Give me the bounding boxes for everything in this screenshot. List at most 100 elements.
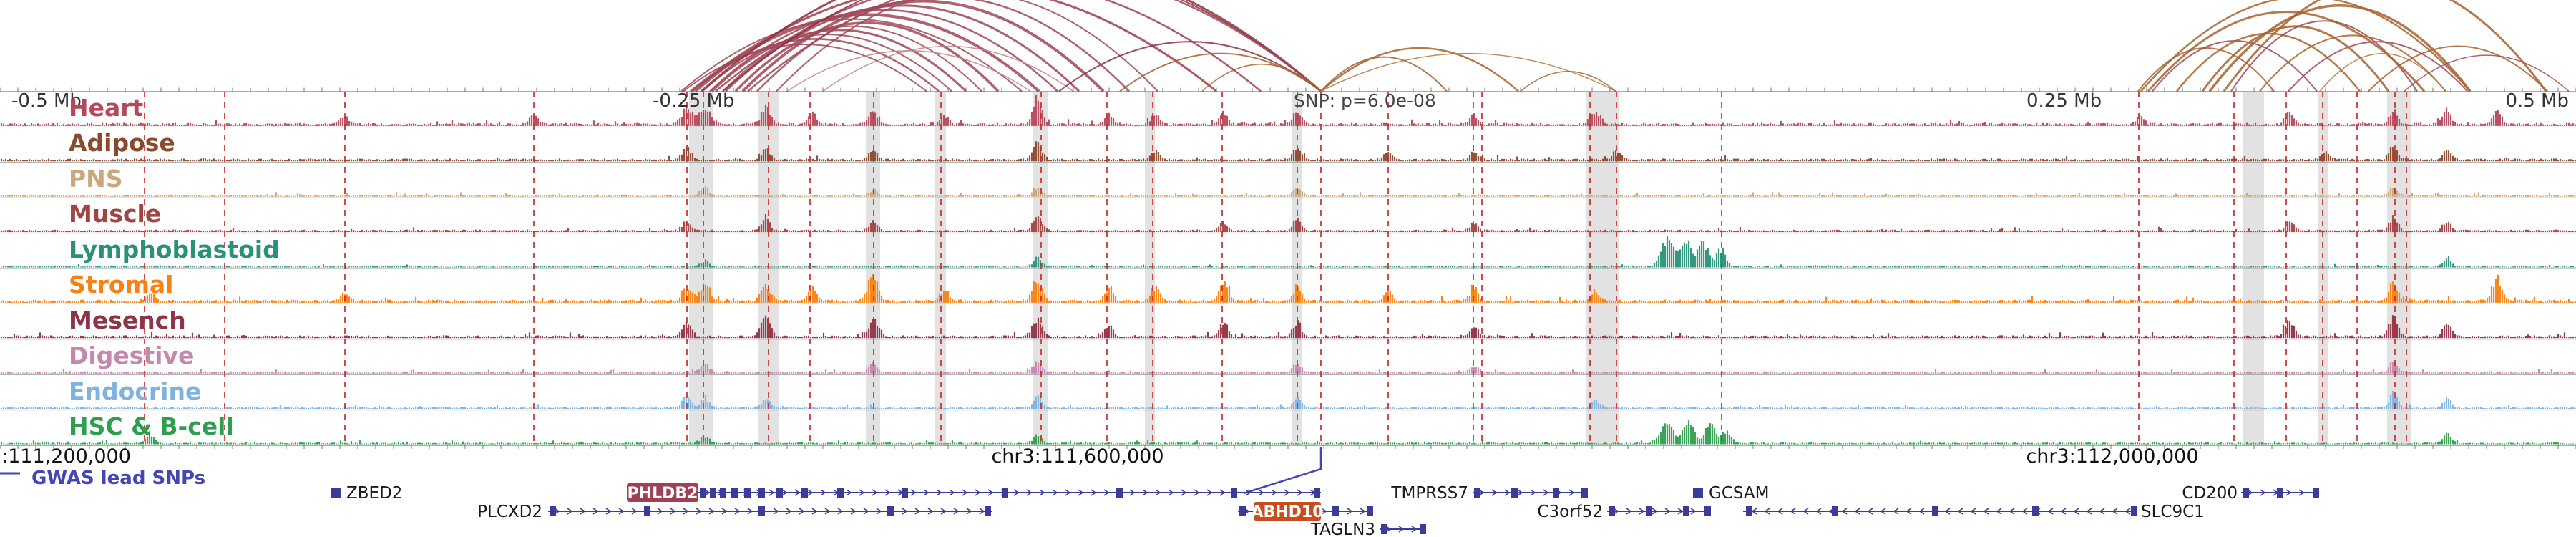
strand-arrow-icon xyxy=(953,508,960,515)
strand-arrow-icon xyxy=(1398,526,1405,533)
gene-tagln3[interactable]: TAGLN3 xyxy=(1310,521,1426,537)
strand-arrow-icon xyxy=(567,508,573,515)
strand-arrow-icon xyxy=(1491,489,1498,496)
strand-arrow-icon xyxy=(1129,489,1136,496)
strand-arrow-icon xyxy=(1065,489,1071,496)
gene-exon-block xyxy=(644,506,650,516)
gene-exon-block xyxy=(776,488,783,498)
strand-arrow-icon xyxy=(1078,489,1084,496)
strand-arrow-icon xyxy=(1517,489,1523,496)
gene-zbed2[interactable]: ZBED2 xyxy=(331,484,402,503)
strand-arrow-icon xyxy=(1091,489,1097,496)
gene-cd200[interactable]: CD200 xyxy=(2182,484,2319,503)
gene-plcxd2[interactable]: PLCXD2 xyxy=(477,503,992,521)
strand-arrow-icon xyxy=(902,508,908,515)
interaction-arc xyxy=(776,0,1158,92)
gene-exon-block xyxy=(710,488,716,498)
strand-arrow-icon xyxy=(863,508,869,515)
interaction-arc xyxy=(715,0,1262,92)
strand-arrow-icon xyxy=(1026,489,1033,496)
gene-exon-block xyxy=(744,488,751,498)
strand-arrow-icon xyxy=(721,508,728,515)
strand-arrow-icon xyxy=(2060,508,2067,515)
interaction-arc xyxy=(709,9,1058,92)
strand-arrow-icon xyxy=(1944,508,1951,515)
scale-label-plus-0-5mb: 0.5 Mb xyxy=(2505,90,2569,112)
interaction-arc xyxy=(2223,0,2547,92)
strand-arrow-icon xyxy=(923,489,930,496)
strand-arrow-icon xyxy=(1411,526,1418,533)
signal-tracks-layer xyxy=(0,95,2576,445)
gene-exon-block xyxy=(1746,506,1752,516)
strand-arrow-icon xyxy=(1103,489,1110,496)
labels-layer: -0.5 Mb -0.25 Mb 0.25 Mb 0.5 Mb SNP: p=6… xyxy=(1,90,2569,489)
gene-exon-block xyxy=(837,488,844,498)
interaction-arc xyxy=(2137,47,2275,92)
gene-label-tagln3: TAGLN3 xyxy=(1310,521,1375,537)
interaction-arc xyxy=(2201,25,2390,92)
gene-exon-block xyxy=(1581,488,1588,498)
gene-abhd10[interactable]: ABHD10 xyxy=(1238,502,1373,521)
strand-arrow-icon xyxy=(631,508,638,515)
strand-arrow-icon xyxy=(1906,508,1912,515)
signal-track-heart xyxy=(0,95,2576,126)
strand-arrow-icon xyxy=(1321,508,1327,515)
interaction-arc xyxy=(2176,32,2361,92)
gene-c3orf52[interactable]: C3orf52 xyxy=(1537,503,1711,521)
strand-arrow-icon xyxy=(927,508,934,515)
gene-gcsam[interactable]: GCSAM xyxy=(1693,484,1770,503)
signal-track-stromal xyxy=(0,274,2576,303)
strand-arrow-icon xyxy=(1206,489,1213,496)
strand-arrow-icon xyxy=(683,508,689,515)
track-label-heart: Heart xyxy=(69,94,144,122)
gene-exon-block xyxy=(1002,488,1008,498)
strand-arrow-icon xyxy=(2260,489,2266,496)
interaction-arc xyxy=(1201,64,1322,92)
gene-exon-block xyxy=(902,488,908,498)
gene-exon-block xyxy=(985,506,991,516)
signal-track-pns xyxy=(0,185,2576,197)
strand-arrow-icon xyxy=(1297,489,1303,496)
strand-arrow-icon xyxy=(2047,508,2054,515)
strand-arrow-icon xyxy=(580,508,586,515)
strand-arrow-icon xyxy=(1970,508,1976,515)
gene-exon-block xyxy=(700,488,706,498)
interaction-arc xyxy=(2404,54,2570,92)
strand-arrow-icon xyxy=(1815,508,1822,515)
gene-exon-block xyxy=(887,506,894,516)
gene-phldb2[interactable]: PHLDB2 xyxy=(627,483,1321,503)
scale-label-minus-0-5mb: -0.5 Mb xyxy=(11,90,82,112)
gene-exon-block xyxy=(1683,506,1689,516)
gene-slc9c1[interactable]: SLC9C1 xyxy=(1743,503,2205,521)
gwas-lead-snps-track xyxy=(0,447,1322,495)
strand-arrow-icon xyxy=(2124,508,2131,515)
coordinate-label-center: chr3:111,600,000 xyxy=(991,445,1163,468)
strand-arrow-icon xyxy=(1764,508,1770,515)
gene-exon-block xyxy=(758,488,765,498)
strand-arrow-icon xyxy=(1626,508,1632,515)
signal-track-muscle xyxy=(0,214,2576,233)
interaction-arc xyxy=(747,0,1322,92)
strand-arrow-icon xyxy=(962,489,968,496)
gene-exon-block xyxy=(731,488,738,498)
gene-exon-block xyxy=(2277,488,2283,498)
gene-exon-block xyxy=(1646,506,1652,516)
gene-label-tmprss7: TMPRSS7 xyxy=(1390,484,1468,503)
strand-arrow-icon xyxy=(786,508,792,515)
strand-arrow-icon xyxy=(1360,508,1366,515)
gene-exon-block xyxy=(2313,488,2319,498)
strand-arrow-icon xyxy=(1690,508,1697,515)
gwas-snp-connector xyxy=(1243,447,1322,495)
interaction-arc xyxy=(683,44,927,92)
gene-tmprss7[interactable]: TMPRSS7 xyxy=(1390,484,1588,503)
strand-arrow-icon xyxy=(781,489,788,496)
strand-arrow-icon xyxy=(949,489,955,496)
strand-arrow-icon xyxy=(657,508,663,515)
strand-arrow-icon xyxy=(914,508,921,515)
strand-arrow-icon xyxy=(1530,489,1536,496)
strand-arrow-icon xyxy=(975,489,981,496)
gene-exon-block xyxy=(1381,524,1387,534)
strand-arrow-icon xyxy=(910,489,917,496)
